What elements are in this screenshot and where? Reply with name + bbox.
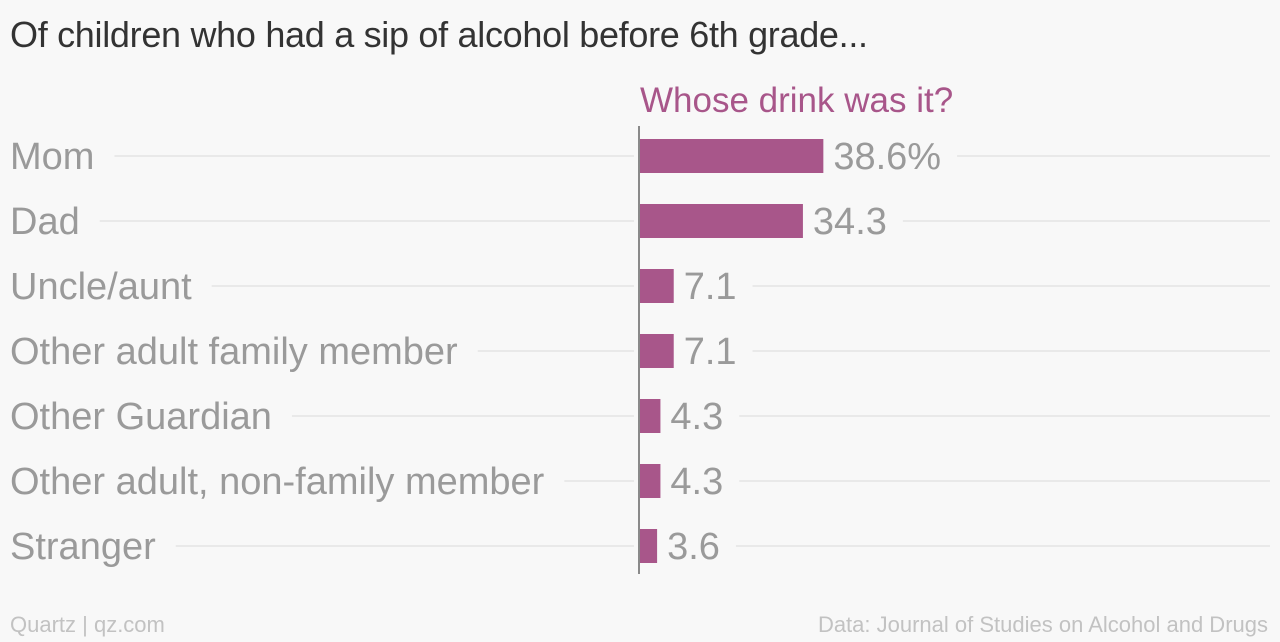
- category-labels: Mom Dad Uncle/aunt Other adult family membe…: [10, 136, 545, 568]
- value-label: 4.3: [670, 461, 723, 503]
- category-label: Other Guardian: [10, 396, 272, 438]
- value-label: 7.1: [684, 266, 737, 308]
- chart-title: Of children who had a sip of alcohol bef…: [10, 14, 868, 55]
- value-label: 7.1: [684, 331, 737, 373]
- category-label: Stranger: [10, 526, 156, 568]
- value-label: 4.3: [670, 396, 723, 438]
- bar: [640, 334, 674, 368]
- data-source: Data: Journal of Studies on Alcohol and …: [817, 612, 1268, 637]
- value-label: 3.6: [667, 526, 720, 568]
- bar: [640, 269, 674, 303]
- category-label: Uncle/aunt: [10, 266, 192, 308]
- value-label: 34.3: [813, 201, 887, 243]
- source-credit: Quartz | qz.com: [10, 612, 165, 637]
- category-label: Mom: [10, 136, 94, 178]
- category-label: Other adult family member: [10, 331, 458, 373]
- value-labels: 38.6% 34.3 7.1 7.1 4.3 4.3 3.6: [667, 136, 941, 568]
- grid-lines: [99, 155, 1270, 547]
- bar: [640, 464, 661, 498]
- bars: [640, 139, 824, 563]
- bar: [640, 399, 661, 433]
- category-label: Other adult, non-family member: [10, 461, 545, 503]
- chart-subtitle: Whose drink was it?: [640, 81, 953, 120]
- category-label: Dad: [10, 201, 80, 243]
- bar: [640, 204, 803, 238]
- bar: [640, 529, 658, 563]
- value-label: 38.6%: [833, 136, 941, 178]
- bar: [640, 139, 824, 173]
